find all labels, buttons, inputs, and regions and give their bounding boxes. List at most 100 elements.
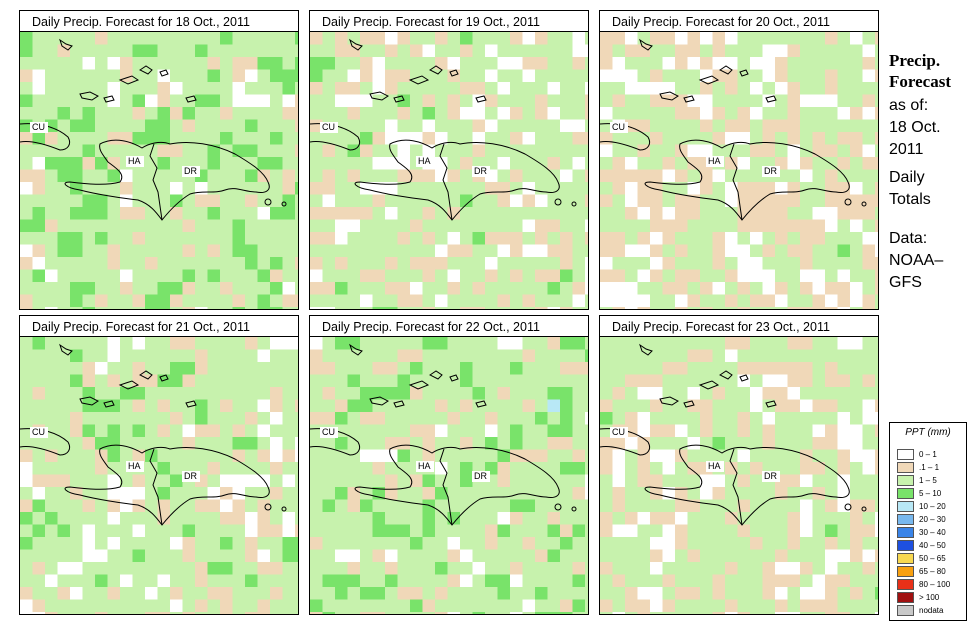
precip-cell — [170, 119, 183, 133]
precip-cell — [637, 282, 651, 295]
precip-cell — [447, 499, 461, 513]
precip-cell — [232, 424, 246, 438]
precip-cell — [157, 462, 171, 475]
coastline-segment — [765, 95, 777, 103]
precip-cell — [460, 612, 473, 614]
precip-cell — [612, 194, 626, 208]
precip-cell — [662, 362, 676, 375]
precip-cell — [157, 269, 171, 283]
precip-cell — [472, 282, 486, 295]
precip-cell — [157, 424, 171, 438]
sidebar-title-line2: Forecast — [889, 72, 951, 91]
precip-cell — [232, 119, 246, 133]
precip-cell — [372, 449, 386, 463]
precip-cell — [812, 612, 826, 614]
precip-cell — [510, 82, 523, 95]
precip-cell — [547, 462, 561, 475]
precip-cell — [347, 94, 361, 108]
precip-cell — [245, 282, 258, 295]
precip-cell — [585, 362, 588, 375]
precip-cell — [422, 32, 436, 45]
precip-cell — [207, 474, 221, 488]
precip-cell — [812, 599, 826, 613]
coastline-segment — [369, 396, 389, 406]
precip-cell — [812, 562, 826, 575]
precip-cell — [145, 424, 158, 438]
precip-cell — [472, 294, 486, 308]
precip-cell — [32, 169, 46, 183]
precip-cell — [750, 82, 763, 95]
legend-swatch — [897, 605, 914, 616]
precip-cell — [675, 194, 688, 208]
precip-cell — [687, 157, 701, 170]
precip-cell — [447, 144, 461, 158]
precip-cell — [612, 499, 626, 513]
precip-cell — [32, 207, 46, 220]
precip-cell — [625, 107, 638, 120]
precip-cell — [472, 562, 486, 575]
precip-cell — [270, 207, 283, 220]
precip-cell — [510, 474, 523, 488]
legend: PPT (mm) 0 – 1 .1 – 1 1 – 5 5 – 10 10 – … — [889, 422, 967, 621]
precip-cell — [220, 462, 233, 475]
precip-cell — [762, 244, 776, 258]
precip-cell — [57, 244, 71, 258]
precip-cell — [850, 437, 863, 450]
precip-cell — [207, 82, 221, 95]
precip-cell — [522, 587, 536, 600]
precip-cell — [157, 437, 171, 450]
precip-cell — [107, 107, 121, 120]
precip-cell — [57, 612, 71, 614]
precip-cell — [410, 362, 423, 375]
precip-cell — [535, 499, 548, 513]
precip-cell — [347, 294, 361, 308]
precip-cell — [762, 374, 776, 388]
precip-cell — [207, 537, 221, 550]
label-background — [320, 122, 338, 133]
precip-cell — [107, 599, 121, 613]
precip-cell — [637, 412, 651, 425]
precip-cell — [107, 387, 121, 400]
precip-cell — [675, 144, 688, 158]
precip-cell — [220, 94, 233, 108]
precip-cell — [372, 549, 386, 563]
precip-cell — [572, 399, 586, 413]
precip-cell — [195, 599, 208, 613]
precip-cell — [547, 194, 561, 208]
precip-cell — [637, 349, 651, 363]
precip-cell — [282, 132, 296, 145]
precip-cell — [762, 574, 776, 588]
precip-cell — [560, 269, 573, 283]
precip-cell — [662, 207, 676, 220]
precip-cell — [435, 169, 448, 183]
precip-cell — [207, 587, 221, 600]
precip-cell — [232, 44, 246, 58]
label-background — [706, 461, 724, 472]
precip-cell — [95, 537, 108, 550]
precip-cell — [145, 69, 158, 83]
precip-cell — [270, 144, 283, 158]
precip-cell — [762, 449, 776, 463]
precip-cell — [737, 182, 751, 195]
precip-cell — [637, 169, 651, 183]
legend-swatch — [897, 475, 914, 486]
precip-cell — [220, 349, 233, 363]
precip-cell — [837, 524, 851, 538]
precip-cell — [145, 44, 158, 58]
precip-cell — [625, 207, 638, 220]
precip-cell — [750, 374, 763, 388]
precip-cell — [612, 487, 626, 500]
precip-cell — [282, 107, 296, 120]
precip-cell — [45, 282, 58, 295]
precip-cell — [447, 574, 461, 588]
precip-cell — [385, 119, 398, 133]
precip-cell — [182, 612, 196, 614]
precip-cell — [132, 499, 146, 513]
precip-cell — [20, 349, 33, 363]
precip-cell — [497, 612, 511, 614]
precip-cell — [435, 537, 448, 550]
precip-cell — [20, 549, 33, 563]
precip-cell — [245, 587, 258, 600]
precip-cell — [875, 487, 878, 500]
